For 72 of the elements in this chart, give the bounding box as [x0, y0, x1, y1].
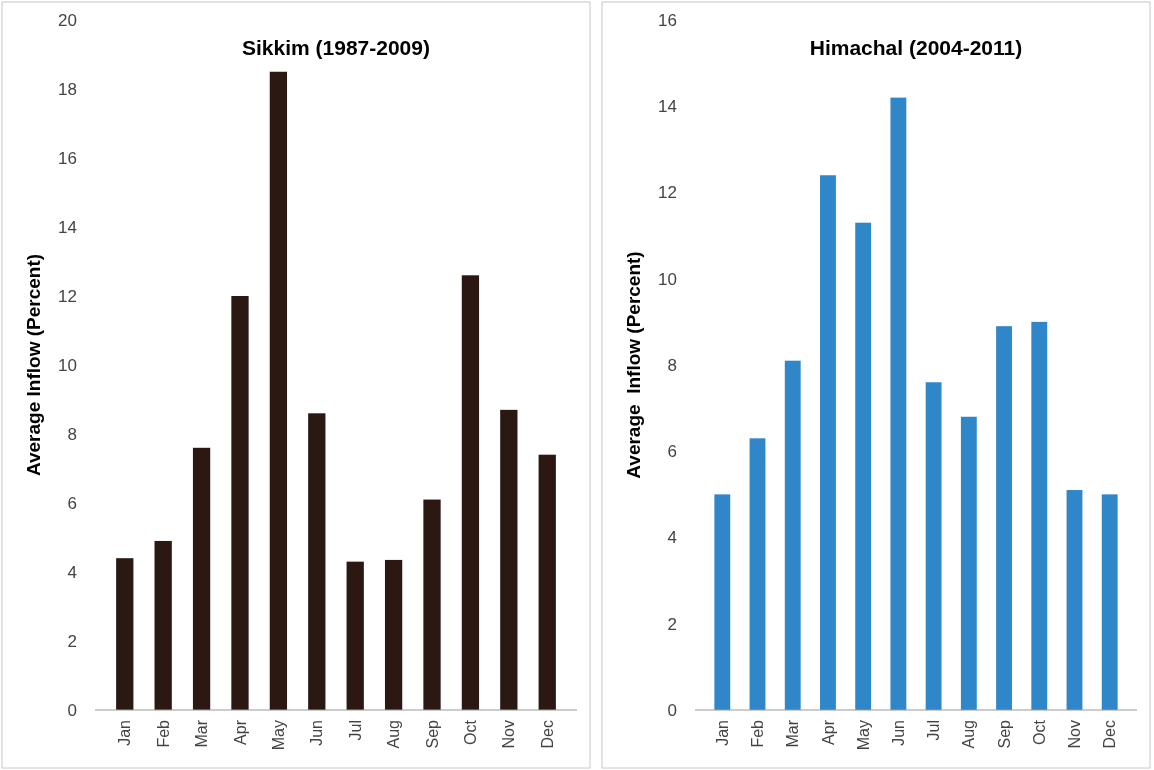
bar [384, 559, 403, 710]
y-tick-label: 4 [667, 528, 677, 548]
bar [1066, 490, 1083, 710]
y-tick-label: 18 [58, 79, 77, 99]
x-tick-label: Feb [749, 719, 767, 748]
bar [784, 360, 801, 710]
x-tick-label: May [269, 720, 287, 751]
y-tick-label: 14 [58, 217, 77, 237]
text: Sikkim (1987-2009) [242, 36, 430, 59]
bar [1101, 494, 1118, 710]
x-tick-label: Jun [889, 720, 907, 746]
x-tick-label: Jul [346, 720, 364, 741]
y-tick-label: 0 [667, 700, 677, 720]
x-tick-label: Sep [423, 719, 441, 749]
x-tick-label: Sep [995, 719, 1013, 749]
y-tick-label: 10 [58, 355, 77, 375]
bar [960, 416, 977, 710]
x-tick-label: Jul [925, 720, 943, 741]
bar [308, 413, 326, 710]
x-tick-label: May [854, 720, 872, 751]
y-axis-title: Average Inflow (Percent) [623, 251, 644, 479]
x-tick-label: Nov [1066, 720, 1084, 749]
y-tick-label: 8 [67, 424, 77, 444]
bar [116, 558, 134, 710]
bar [231, 296, 249, 710]
bar [714, 494, 731, 710]
bar [820, 175, 836, 710]
y-axis-title: Average Inflow (Percent) [23, 253, 44, 477]
bar [154, 540, 172, 710]
x-tick-label: Dec [1101, 720, 1119, 749]
bar [925, 382, 942, 710]
bar [423, 499, 441, 710]
bar [269, 71, 288, 710]
y-tick-label: 16 [58, 148, 77, 168]
x-tick-label: Mar [193, 719, 211, 748]
x-tick-label: Aug [385, 720, 403, 749]
x-tick-label: Nov [500, 720, 518, 749]
bar [890, 97, 907, 710]
text: Himachal (2004-2011) [809, 36, 1023, 59]
y-tick-label: 4 [67, 562, 77, 582]
x-tick-label: Oct [1030, 719, 1048, 745]
y-tick-label: 0 [67, 700, 77, 720]
bar [1031, 321, 1048, 710]
x-tick-label: Apr [819, 719, 837, 745]
y-tick-label: 12 [58, 286, 77, 306]
bar [461, 275, 480, 710]
x-tick-label: Apr [231, 719, 249, 745]
y-tick-label: 2 [67, 631, 77, 651]
bar [538, 454, 556, 710]
y-tick-label: 20 [58, 10, 77, 30]
y-tick-label: 6 [667, 442, 677, 462]
x-tick-label: Jun [308, 720, 326, 746]
y-tick-label: 6 [67, 493, 77, 513]
y-tick-label: 14 [658, 97, 677, 117]
bar [855, 222, 872, 710]
y-tick-label: 2 [667, 614, 677, 634]
bar [346, 561, 364, 710]
x-tick-label: Jan [116, 720, 134, 746]
bar [192, 447, 211, 710]
x-tick-label: Jan [713, 720, 731, 746]
y-tick-label: 10 [658, 269, 677, 289]
bar [749, 438, 766, 710]
x-tick-label: Feb [154, 719, 172, 748]
y-tick-label: 8 [667, 355, 677, 375]
y-tick-label: 12 [658, 183, 677, 203]
x-tick-label: Aug [960, 720, 978, 749]
x-tick-label: Dec [538, 720, 556, 749]
y-tick-label: 16 [658, 10, 677, 30]
x-tick-label: Oct [462, 719, 480, 745]
x-tick-label: Mar [784, 719, 802, 748]
bar [500, 409, 518, 710]
bar [996, 326, 1012, 710]
